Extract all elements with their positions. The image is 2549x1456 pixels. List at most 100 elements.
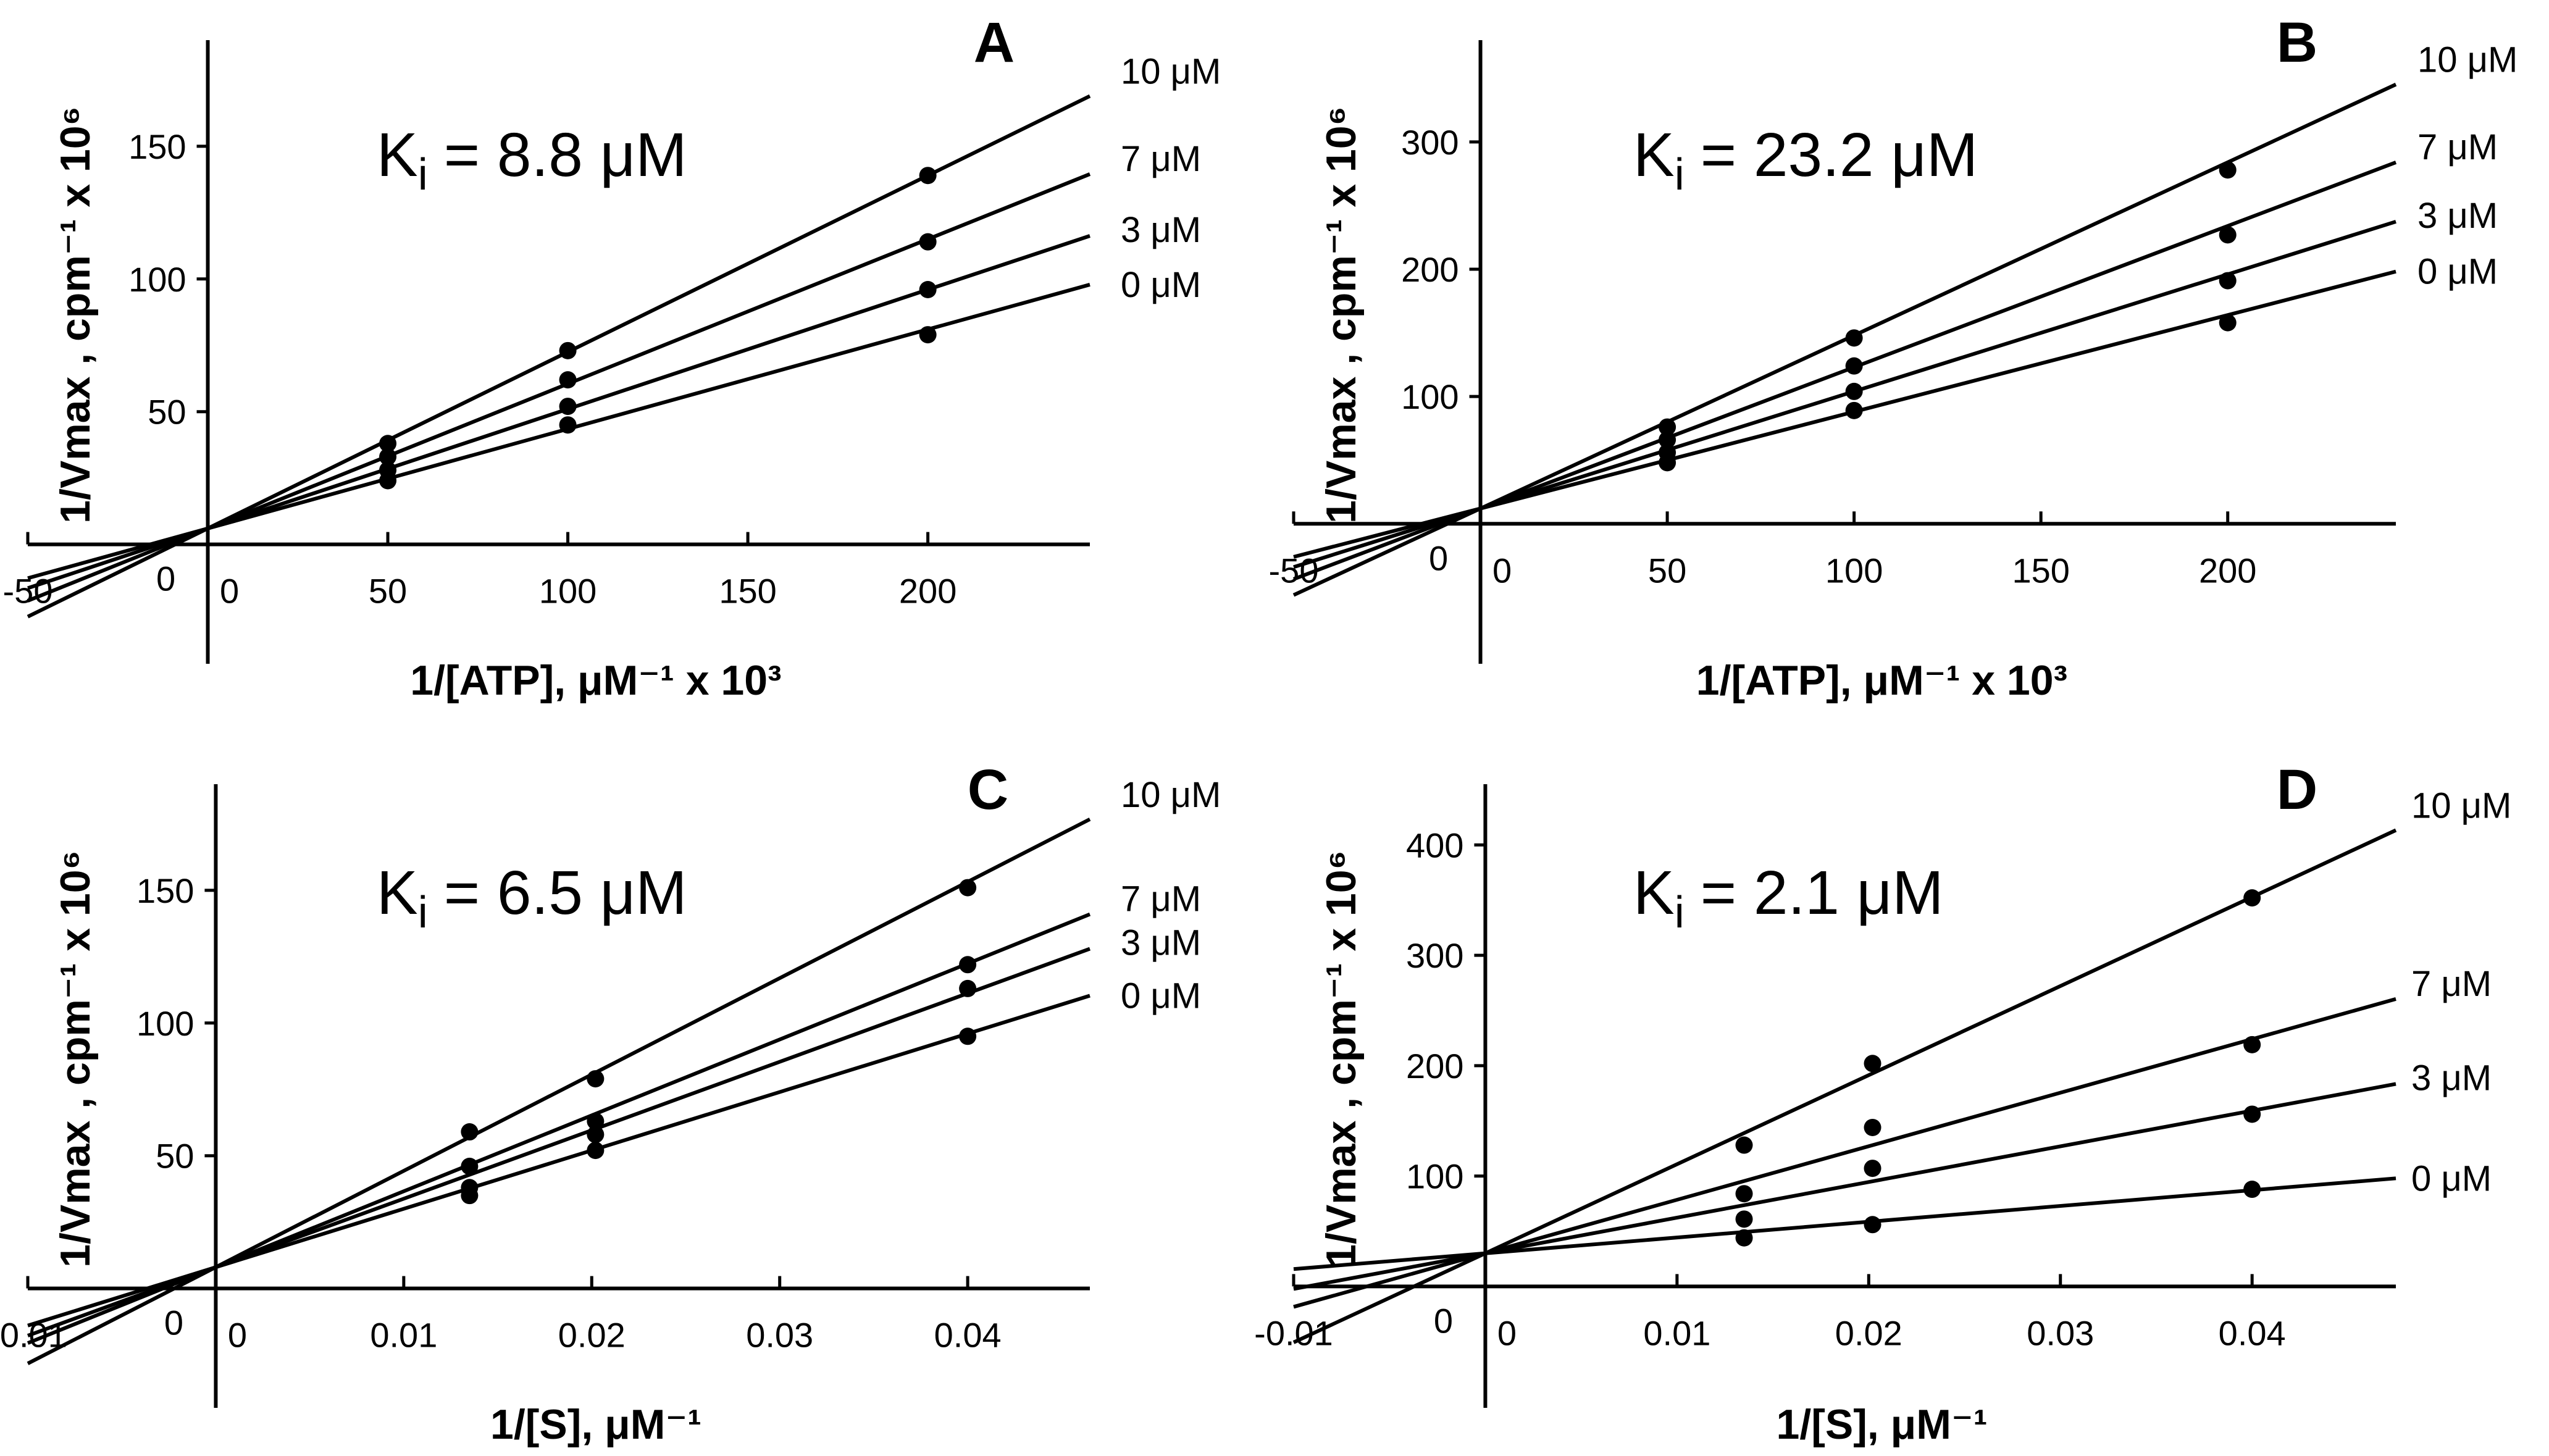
data-point	[1845, 401, 1863, 419]
x-axis-label: 1/[S], μM⁻¹	[1777, 1401, 1988, 1448]
series-label: 3 μM	[2417, 196, 2498, 236]
data-point	[1864, 1160, 1881, 1178]
x-tick-label: 0	[1492, 551, 1512, 590]
data-point	[379, 448, 397, 466]
y-axis-label: 1/Vmax , cpm⁻¹ x 10⁶	[1318, 106, 1365, 524]
data-point	[2243, 1105, 2261, 1123]
origin-label: 0	[164, 1303, 183, 1342]
data-point	[919, 167, 937, 185]
x-tick-label: 0	[228, 1316, 247, 1355]
x-axis-label: 1/[S], μM⁻¹	[490, 1401, 701, 1448]
data-point	[1659, 418, 1676, 436]
x-tick-label: 50	[1648, 551, 1686, 590]
ki-label: Ki = 23.2 μM	[1633, 120, 1978, 199]
data-point	[559, 416, 577, 434]
series-label: 0 μM	[1121, 265, 1201, 305]
fit-line-0um	[27, 283, 1090, 580]
y-tick-label: 100	[1401, 377, 1459, 416]
x-tick-label: -50	[1269, 551, 1319, 590]
data-point	[919, 326, 937, 344]
y-tick-label: 400	[1406, 826, 1463, 864]
panel-d: -0.01 0 0.01 0.02 0.03 0.04 0 100 200 300 400 10 μM…	[1254, 758, 2511, 1448]
fit-line-7um	[1293, 997, 2396, 1309]
y-axis-label: 1/Vmax , cpm⁻¹ x 10⁶	[52, 850, 99, 1268]
origin-label: 0	[156, 559, 175, 598]
fit-line-0um	[1293, 1176, 2396, 1271]
x-tick-label: 0	[220, 572, 239, 611]
data-point	[1864, 1055, 1881, 1073]
y-tick-label: 50	[156, 1137, 194, 1176]
x-tick-label: 0.03	[746, 1316, 813, 1355]
panel-letter: D	[2277, 758, 2317, 821]
series-label: 7 μM	[2411, 964, 2492, 1004]
data-point	[461, 1157, 479, 1175]
data-point	[2243, 889, 2261, 907]
data-point	[587, 1126, 605, 1144]
series-label: 0 μM	[2417, 252, 2498, 292]
data-point	[1659, 431, 1676, 449]
x-axis-label: 1/[ATP], μM⁻¹ x 10³	[410, 657, 781, 704]
y-axis-label: 1/Vmax , cpm⁻¹ x 10⁶	[1318, 850, 1365, 1268]
data-point	[959, 1027, 977, 1045]
x-tick-label: 200	[2199, 551, 2256, 590]
data-point	[379, 435, 397, 453]
y-tick-label: 200	[1406, 1047, 1463, 1086]
data-point	[461, 1123, 479, 1141]
x-tick-label: 0.04	[2219, 1313, 2286, 1352]
series-label: 10 μM	[1121, 52, 1221, 92]
panel-letter: C	[968, 758, 1008, 821]
x-tick-label: 150	[2012, 551, 2069, 590]
data-point	[587, 1142, 605, 1160]
fit-line-0um	[27, 994, 1090, 1328]
data-point	[379, 472, 397, 490]
data-point	[1735, 1229, 1753, 1247]
panel-b: -50 0 50 100 150 200 0 100 200 300 10 μM 7 μM 3 μM 0 …	[1269, 11, 2518, 704]
y-tick-label: 100	[136, 1004, 194, 1043]
data-point	[2243, 1036, 2261, 1053]
data-point	[1735, 1185, 1753, 1203]
y-tick-label: 200	[1401, 250, 1459, 289]
x-axis-label: 1/[ATP], μM⁻¹ x 10³	[1696, 657, 2067, 704]
y-axis-label: 1/Vmax , cpm⁻¹ x 10⁶	[52, 106, 99, 524]
x-tick-label: 0.02	[558, 1316, 626, 1355]
data-point	[959, 979, 977, 997]
origin-label: 0	[1434, 1301, 1453, 1340]
y-tick-label: 100	[1406, 1157, 1463, 1196]
data-point	[587, 1070, 605, 1088]
x-tick-label: 0.01	[1643, 1313, 1710, 1352]
series-label: 0 μM	[2411, 1158, 2492, 1199]
data-point	[959, 879, 977, 897]
data-point	[559, 341, 577, 359]
data-point	[1735, 1210, 1753, 1228]
series-label: 10 μM	[2411, 785, 2511, 826]
data-point	[1864, 1118, 1881, 1136]
series-label: 10 μM	[2417, 40, 2518, 80]
series-label: 7 μM	[1121, 139, 1201, 179]
data-point	[2219, 314, 2237, 332]
x-tick-label: 0.02	[1835, 1313, 1902, 1352]
x-tick-label: 0.01	[370, 1316, 437, 1355]
data-point	[2219, 226, 2237, 244]
y-tick-label: 150	[128, 127, 186, 166]
y-tick-label: 150	[136, 871, 194, 910]
ki-label: Ki = 8.8 μM	[377, 120, 687, 199]
x-tick-label: 0.03	[2027, 1313, 2094, 1352]
x-tick-label: 150	[719, 572, 776, 611]
series-label: 7 μM	[2417, 127, 2498, 167]
ki-label: Ki = 6.5 μM	[377, 858, 687, 937]
data-point	[559, 398, 577, 416]
data-point	[1659, 454, 1676, 472]
series-label: 3 μM	[1121, 210, 1201, 250]
series-label: 7 μM	[1121, 879, 1201, 919]
data-point	[2243, 1181, 2261, 1199]
x-tick-label: 0	[1497, 1313, 1517, 1352]
fit-line-0um	[1293, 269, 2396, 559]
data-point	[461, 1187, 479, 1205]
series-label: 3 μM	[1121, 923, 1201, 963]
x-tick-label: 100	[1825, 551, 1883, 590]
series-label: 10 μM	[1121, 775, 1221, 815]
panel-letter: B	[2277, 11, 2317, 74]
series-label: 3 μM	[2411, 1058, 2492, 1098]
